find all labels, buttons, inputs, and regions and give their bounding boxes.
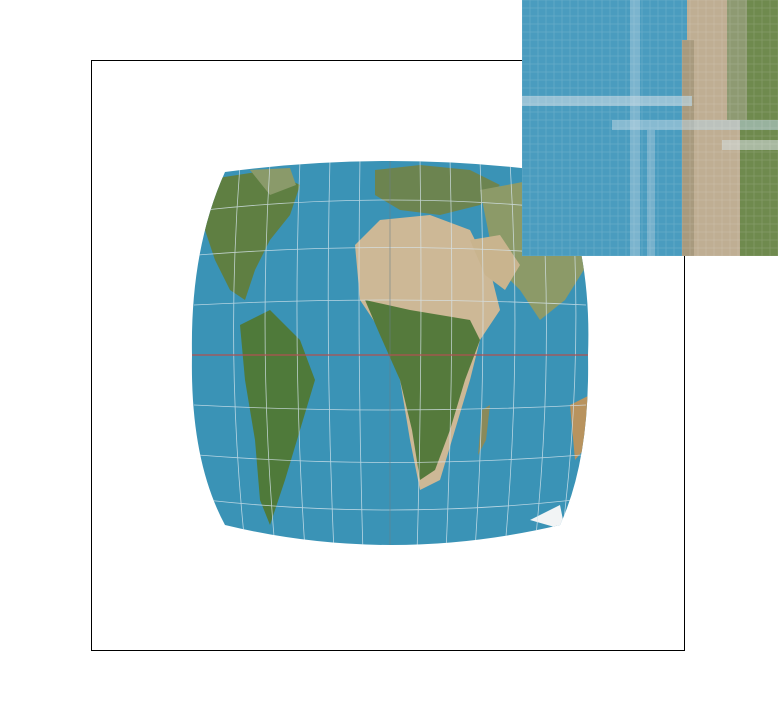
zoom-inset-image: [522, 0, 778, 256]
map-axes-frame: [91, 60, 685, 651]
north-landmass: [250, 168, 296, 195]
madagascar-landmass: [478, 405, 490, 455]
europe-landmass: [375, 165, 500, 215]
antarctica-landmass: [530, 505, 565, 530]
north-america-landmass: [205, 170, 300, 300]
zoom-inset: [522, 0, 778, 256]
south-america-landmass: [240, 310, 315, 525]
